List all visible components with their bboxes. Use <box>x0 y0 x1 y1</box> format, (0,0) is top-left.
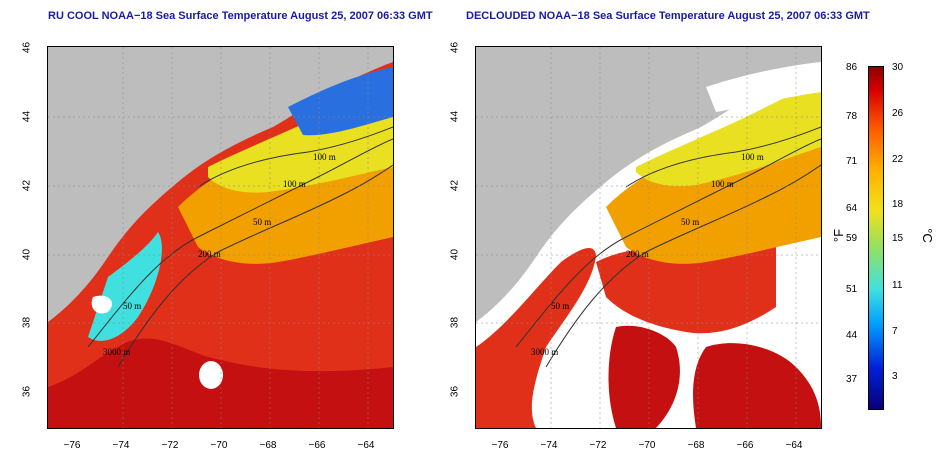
lon-tick: −76 <box>491 440 509 451</box>
colorbar-c-label: 26 <box>892 108 904 119</box>
lon-tick: −74 <box>112 440 130 451</box>
temperature-colorbar <box>868 66 884 410</box>
colorbar-c-label: 15 <box>892 233 904 244</box>
cloud-patch <box>91 295 113 314</box>
colorbar-f-label: 59 <box>846 233 858 244</box>
graticule <box>48 47 393 428</box>
lon-tick: −68 <box>259 440 277 451</box>
lon-tick: −64 <box>357 440 375 451</box>
lat-tick: 38 <box>21 316 33 329</box>
lat-tick: 42 <box>449 179 461 192</box>
isobath-3000m <box>117 164 393 368</box>
contour-label: 50 m <box>551 301 569 311</box>
lat-tick: 40 <box>21 248 33 261</box>
cloud-patch <box>199 361 223 389</box>
colorbar-f-label: 71 <box>846 156 858 167</box>
contour-label: 200 m <box>626 249 649 259</box>
colorbar-f-label: 44 <box>846 330 858 341</box>
isobath-100m <box>197 126 393 188</box>
contour-label: 50 m <box>123 301 141 311</box>
lon-tick: −74 <box>540 440 558 451</box>
colorbar-f-label: 64 <box>846 203 858 214</box>
ocean-warm-region <box>596 247 776 334</box>
left-map-graphic: 100 m 100 m 50 m 200 m 50 m 3000 m <box>48 47 393 428</box>
contour-label: 50 m <box>253 217 271 227</box>
lon-tick: −70 <box>638 440 656 451</box>
isobath-200m <box>515 138 821 348</box>
contour-label: 3000 m <box>103 347 130 357</box>
lon-tick: −72 <box>589 440 607 451</box>
contour-label: 200 m <box>198 249 221 259</box>
lat-tick: 46 <box>21 41 33 54</box>
lon-tick: −66 <box>308 440 326 451</box>
left-sst-map: 100 m 100 m 50 m 200 m 50 m 3000 m <box>47 46 394 429</box>
ocean-warm-region <box>476 247 596 428</box>
contour-label: 3000 m <box>531 347 558 357</box>
lon-tick: −76 <box>63 440 81 451</box>
colorbar-c-label: 7 <box>892 326 898 337</box>
contour-label: 100 m <box>313 152 336 162</box>
right-map-title: DECLOUDED NOAA−18 Sea Surface Temperatur… <box>466 10 870 22</box>
lat-tick: 40 <box>449 248 461 261</box>
lat-tick: 44 <box>21 110 33 123</box>
lat-tick: 44 <box>449 110 461 123</box>
colorbar-f-label: 86 <box>846 62 858 73</box>
contour-label: 100 m <box>711 179 734 189</box>
lat-tick: 36 <box>21 385 33 398</box>
contour-label: 100 m <box>741 152 764 162</box>
shelf-cool-temp <box>636 82 821 187</box>
isobath-100m <box>625 126 821 188</box>
ocean-hot-region <box>608 325 680 428</box>
contour-label: 50 m <box>681 217 699 227</box>
graticule <box>476 47 821 428</box>
isobath-3000m <box>545 164 821 368</box>
lon-tick: −72 <box>161 440 179 451</box>
contour-label: 100 m <box>283 179 306 189</box>
lat-tick: 42 <box>21 179 33 192</box>
lat-tick: 38 <box>449 316 461 329</box>
ocean-hot-region <box>693 343 821 428</box>
left-map-title: RU COOL NOAA−18 Sea Surface Temperature … <box>48 10 433 22</box>
cloud-mask <box>706 62 821 112</box>
right-sst-map: 100 m 100 m 50 m 200 m 50 m 3000 m <box>475 46 822 429</box>
colorbar-c-label: 11 <box>892 280 903 291</box>
right-map-graphic: 100 m 100 m 50 m 200 m 50 m 3000 m <box>476 47 821 428</box>
lon-tick: −70 <box>210 440 228 451</box>
lat-tick: 46 <box>449 41 461 54</box>
colorbar-c-label: 30 <box>892 62 904 73</box>
colorbar-f-label: 51 <box>846 284 858 295</box>
cold-water-region <box>288 67 393 136</box>
celsius-unit: °C <box>919 228 935 243</box>
lon-tick: −64 <box>785 440 803 451</box>
colorbar-c-label: 3 <box>892 371 898 382</box>
lon-tick: −68 <box>687 440 705 451</box>
colorbar-c-label: 18 <box>892 199 904 210</box>
fahrenheit-unit: °F <box>831 228 847 243</box>
colorbar-f-label: 78 <box>846 111 858 122</box>
cloud-edge-cyan <box>88 232 162 341</box>
colorbar-c-label: 22 <box>892 154 904 165</box>
lat-tick: 36 <box>449 385 461 398</box>
isobath-200m <box>87 138 393 348</box>
colorbar-f-label: 37 <box>846 374 858 385</box>
lon-tick: −66 <box>736 440 754 451</box>
